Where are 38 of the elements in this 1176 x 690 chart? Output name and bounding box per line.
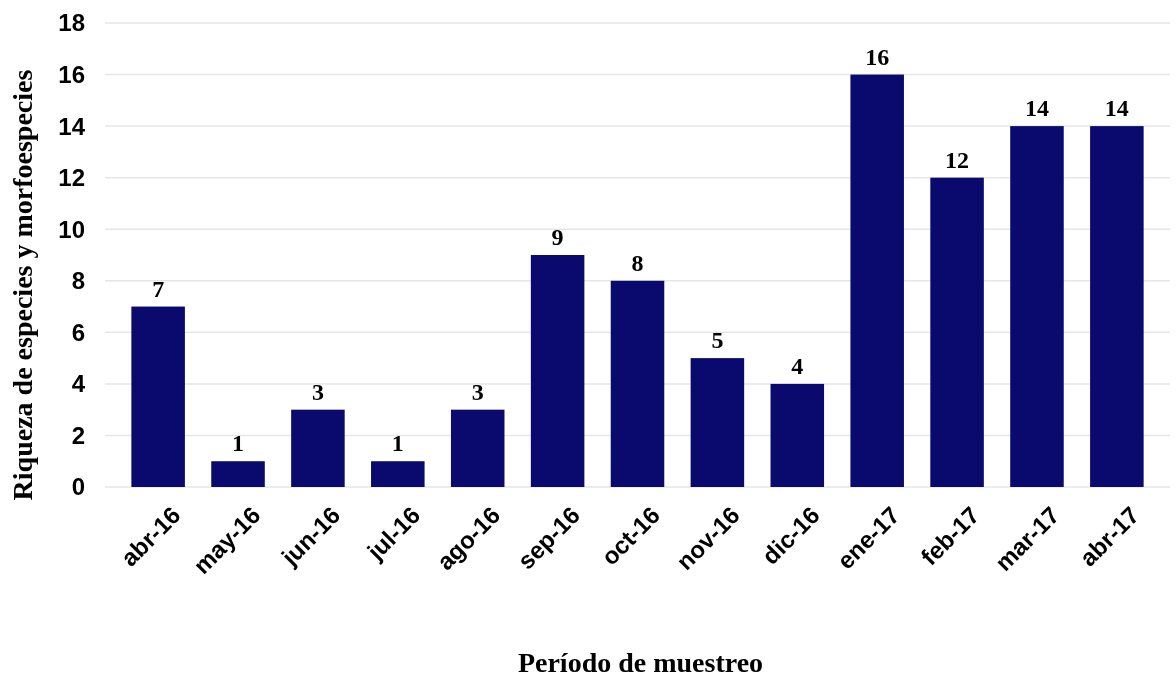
y-tick-label: 0: [71, 473, 85, 501]
data-label: 4: [791, 352, 804, 379]
bar: [291, 409, 345, 487]
y-tick-label: 12: [58, 164, 85, 192]
bar: [1090, 126, 1144, 487]
y-axis-title: Riqueza de especies y morfoespecies: [7, 69, 38, 501]
y-tick-label: 14: [58, 112, 86, 140]
bar: [371, 461, 425, 487]
bar: [530, 255, 585, 487]
y-tick-label: 18: [58, 9, 85, 37]
bar: [610, 280, 665, 487]
bar: [770, 383, 825, 487]
data-label: 3: [471, 378, 484, 405]
y-tick-label: 16: [58, 60, 85, 88]
bar: [450, 409, 505, 487]
bar: [930, 177, 984, 487]
data-label: 7: [152, 275, 165, 302]
data-label: 8: [631, 249, 644, 276]
y-tick-label: 8: [71, 267, 85, 295]
x-axis-title: Período de muestreo: [517, 647, 764, 678]
data-label: 16: [865, 43, 890, 70]
bar: [211, 461, 265, 487]
bar: [690, 358, 745, 487]
data-label: 12: [945, 146, 970, 173]
data-label: 9: [551, 224, 564, 250]
data-label: 14: [1104, 95, 1129, 122]
y-tick-label: 10: [58, 215, 85, 243]
y-tick-label: 4: [71, 370, 86, 398]
data-label: 1: [232, 430, 245, 457]
y-tick-label: 2: [71, 421, 85, 449]
data-label: 14: [1024, 95, 1049, 122]
bar: [131, 306, 185, 487]
bar: [850, 74, 904, 487]
data-label: 3: [311, 378, 324, 405]
data-label: 5: [711, 327, 724, 354]
data-label: 1: [391, 430, 404, 457]
bar: [1010, 126, 1064, 487]
y-tick-label: 6: [71, 318, 85, 346]
